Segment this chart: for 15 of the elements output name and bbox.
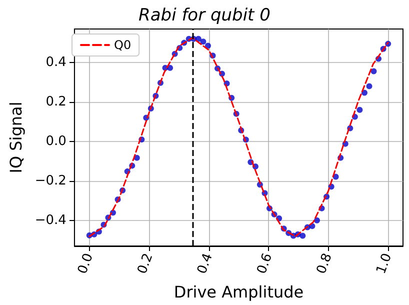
x-tick-label: 0.6: [254, 251, 276, 276]
y-tick-label: 0.0: [46, 134, 66, 149]
x-tick-label: 0.2: [135, 251, 156, 276]
x-tick-label: 0.8: [314, 251, 336, 276]
y-tick-label: 0.2: [46, 94, 66, 110]
x-tick-label: 0.0: [75, 251, 96, 276]
x-tick-label: 1.0: [374, 251, 396, 276]
chart-title: Rabi for qubit 0: [138, 6, 270, 26]
y-tick-label: −0.4: [34, 212, 66, 228]
y-axis-title: IQ Signal: [6, 102, 26, 174]
x-tick-label: 0.4: [194, 251, 216, 276]
y-tick-label: 0.4: [46, 55, 66, 70]
y-tick-label: −0.2: [34, 173, 66, 188]
x-axis-title: Drive Amplitude: [174, 282, 304, 302]
legend-label: Q0: [114, 38, 132, 52]
